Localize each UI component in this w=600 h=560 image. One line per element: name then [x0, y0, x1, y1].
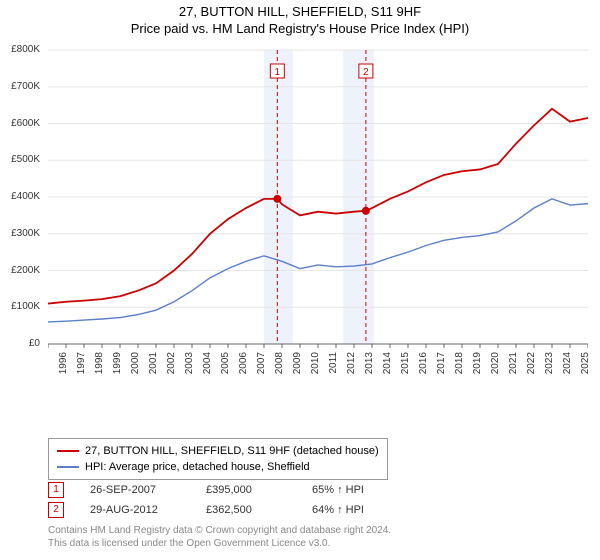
y-tick-label: £0	[0, 338, 44, 349]
x-tick-label: 2020	[490, 352, 501, 375]
x-tick-label: 2025	[580, 352, 588, 375]
x-tick-label: 1998	[94, 352, 105, 375]
x-tick-label: 2008	[274, 352, 285, 375]
x-tick-label: 1996	[58, 352, 69, 375]
series-price_paid	[48, 109, 588, 304]
x-tick-label: 2006	[238, 352, 249, 375]
x-tick-label: 2009	[292, 352, 303, 375]
sale-marker-box: 1	[48, 482, 64, 498]
legend-label: 27, BUTTON HILL, SHEFFIELD, S11 9HF (det…	[85, 443, 379, 459]
x-tick-label: 2024	[562, 352, 573, 375]
x-tick-label: 1997	[76, 352, 87, 375]
chart-container: 27, BUTTON HILL, SHEFFIELD, S11 9HF Pric…	[0, 0, 600, 560]
y-tick-label: £100K	[0, 301, 44, 312]
footer-line1: Contains HM Land Registry data © Crown c…	[48, 524, 391, 537]
y-tick-label: £300K	[0, 228, 44, 239]
y-tick-label: £800K	[0, 44, 44, 55]
legend-label: HPI: Average price, detached house, Shef…	[85, 459, 310, 475]
sale-row: 1 26-SEP-2007 £395,000 65% ↑ HPI	[48, 480, 364, 500]
x-tick-label: 2022	[526, 352, 537, 375]
x-tick-label: 2003	[184, 352, 195, 375]
x-tick-label: 1995	[48, 352, 51, 375]
x-tick-label: 2002	[166, 352, 177, 375]
sale-row: 2 29-AUG-2012 £362,500 64% ↑ HPI	[48, 500, 364, 520]
sale-marker	[362, 207, 370, 215]
legend-swatch	[57, 450, 79, 452]
sale-hpi: 65% ↑ HPI	[312, 480, 364, 500]
x-tick-label: 2010	[310, 352, 321, 375]
sale-marker	[273, 195, 281, 203]
x-tick-label: 2013	[364, 352, 375, 375]
footer-line2: This data is licensed under the Open Gov…	[48, 537, 391, 550]
x-tick-label: 2019	[472, 352, 483, 375]
sale-hpi: 64% ↑ HPI	[312, 500, 364, 520]
subtitle: Price paid vs. HM Land Registry's House …	[0, 21, 600, 36]
y-tick-label: £700K	[0, 81, 44, 92]
x-tick-label: 2014	[382, 352, 393, 375]
x-tick-label: 2007	[256, 352, 267, 375]
y-tick-label: £400K	[0, 191, 44, 202]
legend-item: 27, BUTTON HILL, SHEFFIELD, S11 9HF (det…	[57, 443, 379, 459]
legend-swatch	[57, 466, 79, 468]
x-tick-label: 2001	[148, 352, 159, 375]
series-hpi	[48, 199, 588, 322]
y-tick-label: £200K	[0, 265, 44, 276]
x-tick-label: 2011	[328, 352, 339, 374]
sale-price: £395,000	[206, 480, 286, 500]
address-title: 27, BUTTON HILL, SHEFFIELD, S11 9HF	[0, 4, 600, 19]
x-tick-label: 2000	[130, 352, 141, 375]
sale-date: 26-SEP-2007	[90, 480, 180, 500]
footer: Contains HM Land Registry data © Crown c…	[48, 524, 391, 550]
sale-date: 29-AUG-2012	[90, 500, 180, 520]
x-tick-label: 2015	[400, 352, 411, 375]
x-tick-label: 1999	[112, 352, 123, 375]
legend: 27, BUTTON HILL, SHEFFIELD, S11 9HF (det…	[48, 438, 388, 480]
x-tick-label: 2023	[544, 352, 555, 375]
event-label: 1	[275, 67, 281, 78]
y-tick-label: £600K	[0, 118, 44, 129]
y-tick-label: £500K	[0, 154, 44, 165]
sale-marker-box: 2	[48, 502, 64, 518]
x-tick-label: 2017	[436, 352, 447, 375]
x-tick-label: 2021	[508, 352, 519, 375]
x-tick-label: 2012	[346, 352, 357, 375]
x-tick-label: 2005	[220, 352, 231, 375]
x-tick-label: 2016	[418, 352, 429, 375]
sales-table: 1 26-SEP-2007 £395,000 65% ↑ HPI 2 29-AUG-201…	[48, 480, 364, 520]
event-label: 2	[363, 67, 369, 78]
title-block: 27, BUTTON HILL, SHEFFIELD, S11 9HF Pric…	[0, 0, 600, 36]
x-tick-label: 2004	[202, 352, 213, 375]
price-chart: 1 2 1995 1996 1997 1998 1999 2000 2001 2002 2003 20…	[48, 44, 588, 394]
legend-item: HPI: Average price, detached house, Shef…	[57, 459, 379, 475]
x-tick-label: 2018	[454, 352, 465, 375]
sale-price: £362,500	[206, 500, 286, 520]
